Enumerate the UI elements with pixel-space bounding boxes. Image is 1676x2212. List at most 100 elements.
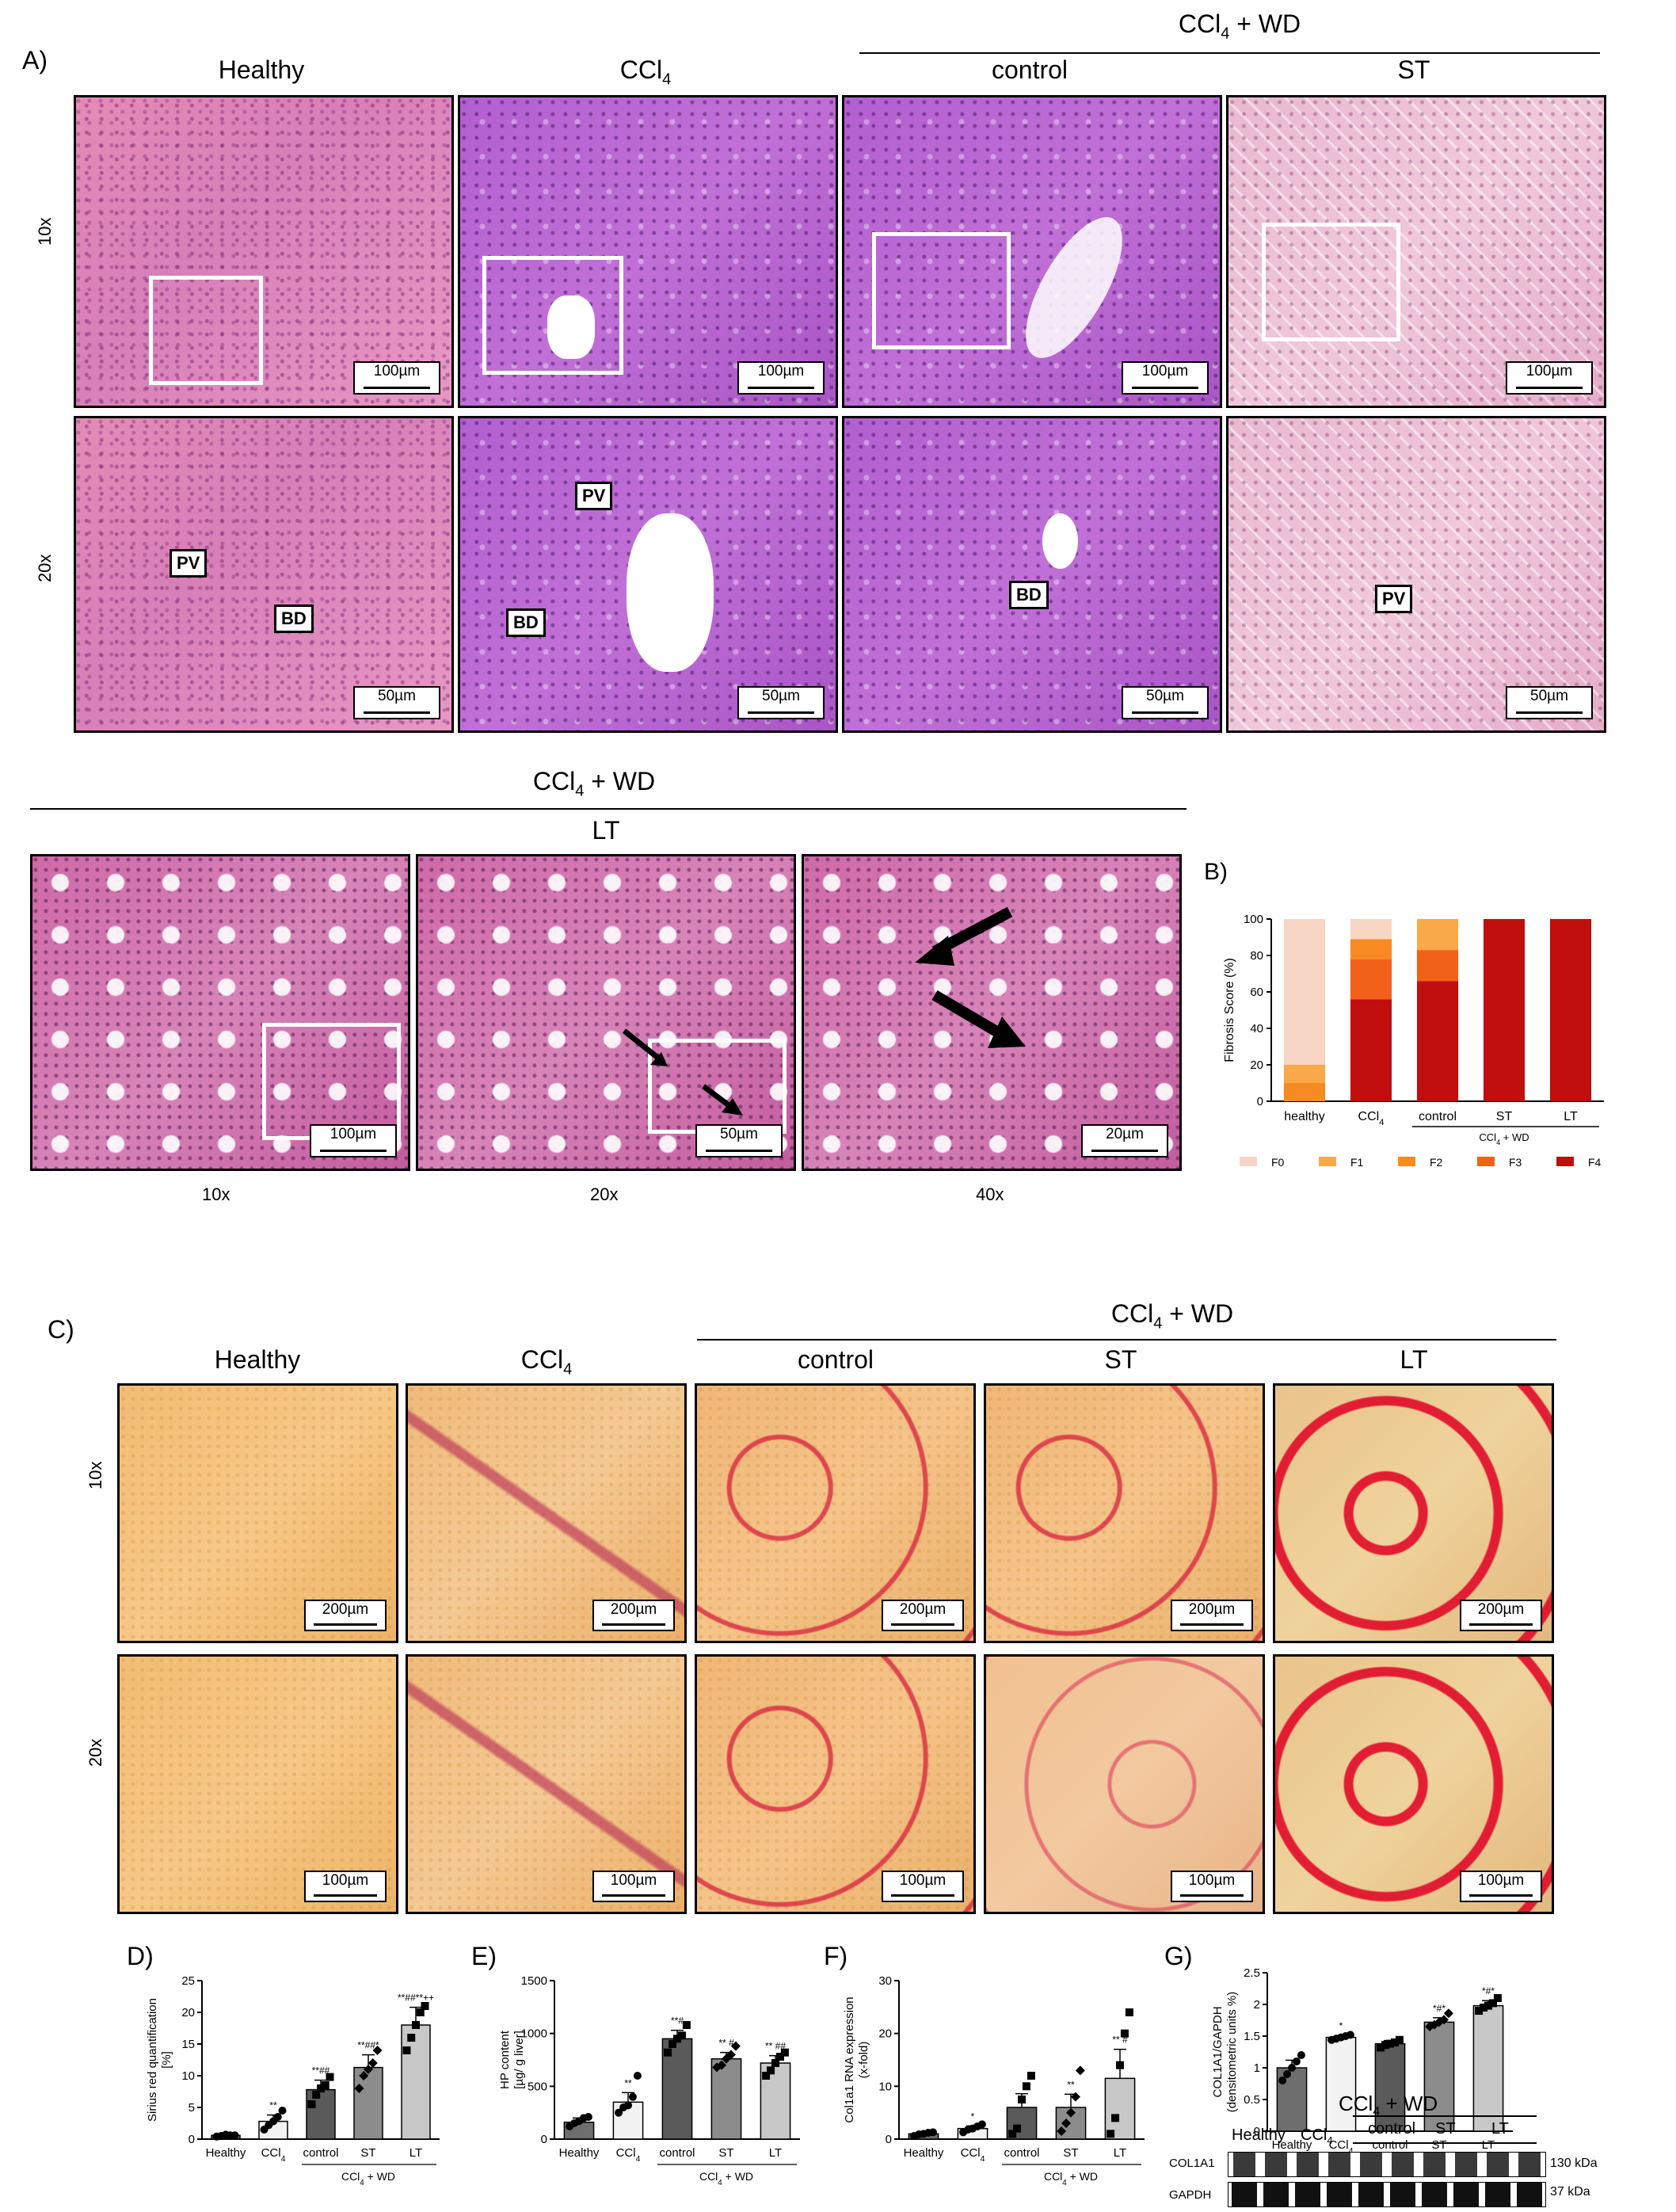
zoom-box bbox=[262, 1023, 401, 1140]
x-tick-label: CCl4 bbox=[1329, 2138, 1354, 2156]
data-point bbox=[762, 2072, 771, 2080]
scale-bar: 100µm bbox=[353, 361, 440, 395]
wb-lane-line bbox=[1353, 2142, 1537, 2144]
data-point bbox=[1288, 2064, 1296, 2072]
panel-a-row-20x: 20x bbox=[35, 554, 55, 582]
scale-bar: 100µm bbox=[310, 1124, 397, 1157]
wb-protein-gapdh: GAPDH bbox=[1169, 2188, 1212, 2202]
data-point bbox=[407, 2034, 416, 2042]
panel-letter: E) bbox=[471, 1942, 497, 1970]
y-tick-label: 10 bbox=[878, 2080, 892, 2093]
sr-ccl4-20x: 100µm bbox=[406, 1654, 687, 1914]
wb-lane-healthy: Healthy bbox=[1232, 2126, 1286, 2144]
pv-label: PV bbox=[575, 482, 613, 510]
data-point bbox=[682, 2021, 691, 2029]
significance-label: ** ## bbox=[765, 2041, 786, 2052]
data-point bbox=[368, 2058, 378, 2068]
sr-control-10x: 200µm bbox=[695, 1383, 976, 1643]
data-point bbox=[416, 2008, 425, 2016]
data-point bbox=[1107, 2130, 1115, 2138]
data-point bbox=[726, 2050, 736, 2060]
bd-label: BD bbox=[506, 608, 546, 637]
sr-st-20x: 100µm bbox=[984, 1654, 1265, 1914]
data-point bbox=[1120, 2029, 1129, 2038]
data-point bbox=[1377, 2043, 1385, 2052]
panel-a-col-ccl4: CCl4 bbox=[619, 55, 672, 89]
y-tick-label: 100 bbox=[1244, 913, 1263, 926]
scale-bar: 100µm bbox=[304, 1871, 387, 1902]
x-tick-label: LT bbox=[1564, 1110, 1578, 1123]
data-point bbox=[677, 2031, 686, 2040]
pv-label: PV bbox=[170, 549, 208, 578]
vein-lumen bbox=[1042, 513, 1078, 569]
significance-label: ** # bbox=[718, 2038, 734, 2049]
data-point bbox=[775, 2053, 784, 2061]
x-tick-label: control bbox=[1372, 2138, 1407, 2152]
y-tick-label: 30 bbox=[878, 1974, 892, 1988]
legend-swatch bbox=[1477, 1157, 1495, 1166]
data-point bbox=[1057, 2126, 1067, 2136]
y-tick-label: 20 bbox=[1250, 1058, 1263, 1072]
data-point bbox=[624, 2101, 632, 2110]
data-point bbox=[1346, 2031, 1354, 2039]
data-point bbox=[712, 2062, 722, 2073]
bar bbox=[306, 2088, 336, 2140]
wb-lane-ccl4: CCl4 bbox=[1301, 2126, 1333, 2146]
group-label: CCl4 + WD bbox=[341, 2170, 395, 2187]
stack-segment bbox=[1549, 919, 1592, 1101]
x-tick-label: healthy bbox=[1284, 1110, 1325, 1123]
significance-label: *#* bbox=[1433, 2003, 1446, 2014]
panel-a-row-10x: 10x bbox=[35, 217, 55, 246]
he-healthy-10x: 100µm bbox=[74, 95, 454, 408]
data-point bbox=[633, 2072, 642, 2080]
data-point bbox=[1066, 2107, 1076, 2118]
data-point bbox=[273, 2113, 282, 2121]
y-axis-label: Sirius red quantification bbox=[146, 1998, 159, 2122]
legend-label: F2 bbox=[1430, 1156, 1443, 1169]
data-point bbox=[1386, 2039, 1394, 2048]
lt-mag-20x: 20x bbox=[590, 1184, 619, 1204]
data-point bbox=[780, 2048, 789, 2057]
arrow-icon bbox=[915, 906, 1026, 1048]
stack-segment bbox=[1416, 950, 1459, 982]
y-tick-label: 0 bbox=[189, 2133, 195, 2146]
data-point bbox=[1493, 1994, 1502, 2002]
bd-label: BD bbox=[1009, 581, 1049, 609]
y-axis-label: (x-fold) bbox=[857, 2042, 870, 2079]
he-control-20x: BD 50µm bbox=[842, 416, 1222, 733]
data-point bbox=[1390, 2038, 1399, 2046]
data-point bbox=[1297, 2051, 1305, 2059]
scale-bar: 100µm bbox=[592, 1871, 675, 1902]
panel-c-col-lt: LT bbox=[1400, 1345, 1428, 1374]
wb-group-line bbox=[1353, 2115, 1537, 2117]
zoom-box bbox=[1262, 223, 1400, 341]
y-tick-label: 80 bbox=[1250, 949, 1263, 963]
he-lt-40x: 20µm bbox=[802, 854, 1182, 1171]
legend-label: F4 bbox=[1588, 1156, 1602, 1169]
pv-label: PV bbox=[1375, 585, 1413, 613]
data-point bbox=[730, 2041, 741, 2051]
data-point bbox=[1125, 2008, 1133, 2016]
he-lt-10x: 100µm bbox=[30, 854, 410, 1171]
data-point bbox=[1111, 2114, 1120, 2122]
hp-content-chart: E) 0 500 1000 1500 HP content [µg/ g liver] Hea… bbox=[471, 1942, 800, 2187]
zoom-box bbox=[149, 276, 263, 385]
y-axis-label: COL1A1/GAPDH bbox=[1211, 2006, 1225, 2097]
x-tick-label: CCl4 bbox=[1358, 1110, 1385, 1127]
x-tick-label: CCl4 bbox=[616, 2146, 641, 2164]
y-tick-label: 1.5 bbox=[1244, 2030, 1260, 2043]
y-tick-label: 15 bbox=[181, 2038, 195, 2051]
bd-label: BD bbox=[274, 604, 314, 633]
stack-segment bbox=[1416, 981, 1459, 1101]
data-point bbox=[584, 2113, 592, 2121]
data-point bbox=[278, 2107, 287, 2115]
x-tick-label: Healthy bbox=[559, 2146, 600, 2160]
wb-lane-control: control bbox=[1368, 2120, 1416, 2138]
scale-bar: 100µm bbox=[1122, 361, 1209, 395]
x-tick-label: control bbox=[303, 2146, 338, 2160]
group-label: CCl4 + WD bbox=[1479, 1131, 1529, 1146]
significance-label: **# bbox=[671, 2016, 684, 2027]
scale-bar: 100µm bbox=[737, 361, 825, 395]
data-point bbox=[1027, 2072, 1035, 2080]
data-point bbox=[1484, 2001, 1492, 2010]
